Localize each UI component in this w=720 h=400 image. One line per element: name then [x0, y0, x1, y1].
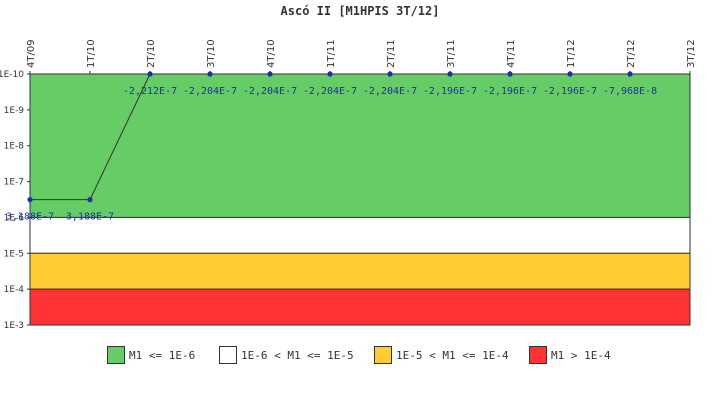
y-tick-label: 1E-3: [4, 321, 24, 331]
data-label: 3,188E-7: [66, 212, 114, 223]
x-tick-label: 4T/10: [266, 39, 277, 68]
band-3: [29, 252, 691, 290]
data-point: [567, 71, 573, 77]
data-label: -7,968E-8: [603, 86, 657, 97]
legend-item: 1E-5 < M1 <= 1E-4: [374, 345, 509, 365]
x-tick-label: 1T/11: [326, 39, 337, 68]
band-4: [29, 288, 691, 326]
x-axis: 4T/09 1T/10 2T/10 3T/10 4T/10 1T/11 2T/11 3T/11…: [26, 39, 697, 74]
x-tick-label: 3T/11: [446, 39, 457, 68]
y-axis: 1E-10 1E-9 1E-8 1E-7 1E-6 1E-5 1E-4 1E-3: [0, 70, 30, 331]
y-tick-label: 1E-4: [4, 285, 25, 295]
x-tick-label: 1T/10: [86, 39, 97, 68]
legend-item: M1 <= 1E-6: [107, 345, 195, 365]
data-point: [627, 71, 633, 77]
x-tick-label: 3T/10: [206, 39, 217, 68]
color-bands: [29, 73, 691, 326]
data-label: -2,196E-7: [423, 86, 477, 97]
x-tick-label: 2T/10: [146, 39, 157, 68]
legend-swatch: [219, 346, 237, 364]
data-point: [327, 71, 333, 77]
legend-swatch: [529, 346, 547, 364]
data-label: -2,204E-7: [363, 86, 417, 97]
x-tick-label: 2T/12: [626, 39, 637, 68]
data-label: -2,204E-7: [183, 86, 237, 97]
legend-item: M1 > 1E-4: [529, 345, 611, 365]
data-label: 3,188E-7: [6, 212, 54, 223]
data-point: [387, 71, 393, 77]
legend-swatch: [107, 346, 125, 364]
legend-item: 1E-6 < M1 <= 1E-5: [219, 345, 354, 365]
y-tick-label: 1E-9: [4, 106, 25, 116]
data-point: [507, 71, 513, 77]
band-2: [29, 216, 691, 254]
data-label: -2,204E-7: [243, 86, 297, 97]
legend-label: 1E-5 < M1 <= 1E-4: [396, 348, 509, 362]
legend-label: 1E-6 < M1 <= 1E-5: [241, 348, 354, 362]
legend: M1 <= 1E-6 1E-6 < M1 <= 1E-5 1E-5 < M1 <= …: [0, 345, 720, 367]
legend-label: M1 > 1E-4: [551, 348, 611, 362]
x-tick-label: 4T/11: [506, 39, 517, 68]
data-point: [147, 71, 153, 77]
x-tick-label: 3T/12: [686, 39, 697, 68]
data-labels: 3,188E-7 3,188E-7 -2,212E-7 -2,204E-7 -2,204…: [6, 86, 657, 223]
y-tick-label: 1E-7: [4, 178, 24, 188]
x-tick-label: 1T/12: [566, 39, 577, 68]
data-point: [267, 71, 273, 77]
data-point: [87, 197, 93, 203]
data-label: -2,204E-7: [303, 86, 357, 97]
y-tick-label: 1E-5: [4, 249, 24, 259]
y-tick-label: 1E-8: [4, 142, 25, 152]
legend-swatch: [374, 346, 392, 364]
chart-title: Ascó II [M1HPIS 3T/12]: [281, 4, 440, 18]
x-tick-label: 4T/09: [26, 39, 37, 68]
data-point: [207, 71, 213, 77]
y-tick-label: 1E-10: [0, 70, 24, 80]
legend-label: M1 <= 1E-6: [129, 348, 196, 362]
data-point: [27, 197, 33, 203]
data-label: -2,196E-7: [483, 86, 537, 97]
data-label: -2,212E-7: [123, 86, 177, 97]
y-tick-label: 1E-6: [4, 213, 25, 223]
data-label: -2,196E-7: [543, 86, 597, 97]
data-point: [447, 71, 453, 77]
x-tick-label: 2T/11: [386, 39, 397, 68]
band-1: [29, 73, 691, 218]
series-line: [27, 71, 633, 203]
